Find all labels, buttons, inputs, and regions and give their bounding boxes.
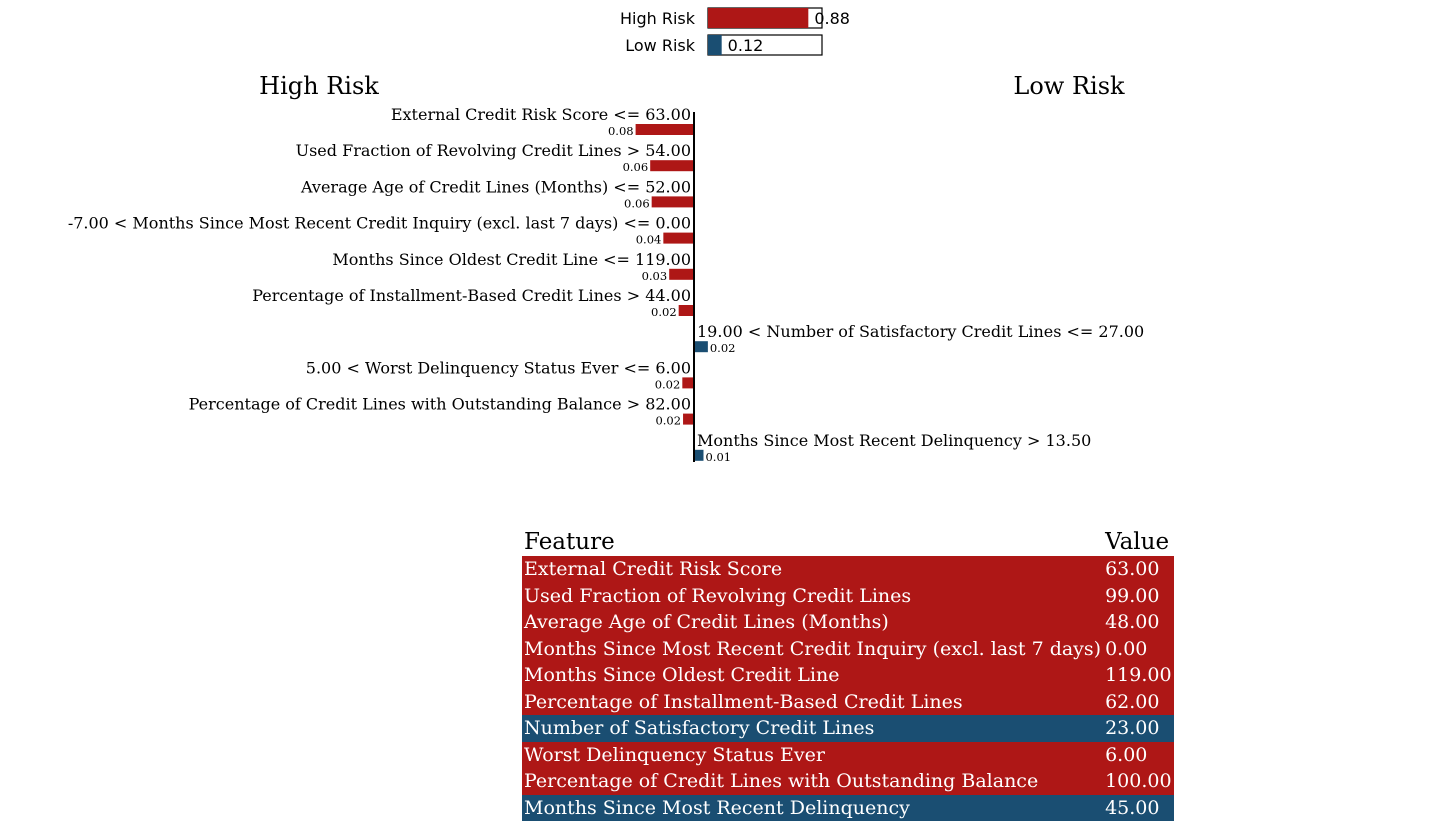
table-header-value: Value — [1103, 527, 1175, 556]
feature-label: Months Since Oldest Credit Line <= 119.0… — [332, 250, 691, 269]
feature-weight-bar — [663, 232, 694, 244]
table-row: Months Since Oldest Credit Line 119.00 — [522, 662, 1175, 689]
feature-label: 5.00 < Worst Delinquency Status Ever <= … — [306, 358, 691, 377]
table-cell-feature: Percentage of Installment-Based Credit L… — [524, 690, 963, 713]
table-header-feature: Feature — [522, 527, 1104, 556]
feature-weight-bar — [669, 268, 694, 280]
proba-label-low-risk: Low Risk — [625, 36, 695, 55]
feature-weight-bar — [694, 449, 704, 461]
table-row: Used Fraction of Revolving Credit Lines 9… — [522, 582, 1175, 609]
table-cell-feature: Average Age of Credit Lines (Months) — [524, 611, 889, 634]
feature-label: 19.00 < Number of Satisfactory Credit Li… — [697, 322, 1144, 341]
feature-label: Percentage of Installment-Based Credit L… — [252, 286, 691, 305]
table-cell-value: 45.00 — [1105, 796, 1160, 819]
feature-weight-bar — [678, 305, 694, 316]
proba-value-high-risk: 0.88 — [814, 9, 850, 28]
feature-label: Percentage of Credit Lines with Outstand… — [189, 395, 691, 414]
proba-value-low-risk: 0.12 — [728, 36, 764, 55]
table-row: Percentage of Installment-Based Credit L… — [522, 688, 1175, 715]
feature-weight-value: 0.08 — [608, 124, 634, 138]
feature-weights: External Credit Risk Score <= 63.000.08 U… — [68, 105, 1144, 464]
feature-weight-value: 0.02 — [655, 414, 681, 428]
table-cell-value: 99.00 — [1105, 584, 1160, 607]
table-cell-feature: External Credit Risk Score — [524, 558, 783, 581]
table-cell-value: 48.00 — [1105, 611, 1160, 634]
feature-weight-bar — [682, 377, 694, 389]
table-cell-feature: Months Since Most Recent Delinquency — [524, 796, 910, 819]
table-row: Months Since Most Recent Credit Inquiry … — [522, 635, 1175, 662]
feature-weight-bar — [635, 124, 694, 135]
feature-weight-value: 0.03 — [642, 269, 668, 283]
table-cell-value: 0.00 — [1105, 637, 1148, 660]
feature-label: -7.00 < Months Since Most Recent Credit … — [68, 214, 691, 233]
table-cell-feature: Number of Satisfactory Credit Lines — [524, 717, 875, 740]
table-cell-value: 119.00 — [1105, 664, 1172, 687]
proba-bar-low-risk — [708, 35, 722, 55]
proba-bar-high-risk — [708, 8, 809, 28]
feature-weight-bar — [650, 160, 694, 172]
table-cell-value: 62.00 — [1105, 690, 1160, 713]
table-cell-feature: Worst Delinquency Status Ever — [524, 743, 825, 766]
feature-weight-bar — [694, 341, 708, 353]
table-row: Months Since Most Recent Delinquency 45.0… — [522, 794, 1175, 821]
feature-label: Months Since Most Recent Delinquency > 1… — [697, 431, 1091, 450]
prediction-probabilities: High Risk 0.88 Low Risk 0.12 — [620, 7, 850, 56]
feature-weight-value: 0.02 — [655, 377, 681, 391]
table-row: Average Age of Credit Lines (Months) 48.0… — [522, 609, 1175, 636]
feature-weight-value: 0.06 — [624, 196, 650, 210]
table-cell-value: 100.00 — [1105, 770, 1172, 793]
feature-weight-value: 0.02 — [710, 341, 736, 355]
feature-value-table: Feature Value External Credit Risk Score… — [522, 527, 1175, 821]
feature-weight-value: 0.01 — [705, 450, 731, 464]
table-cell-feature: Percentage of Credit Lines with Outstand… — [524, 770, 1039, 793]
proba-bar-frame-low-risk — [707, 34, 823, 56]
proba-label-high-risk: High Risk — [620, 9, 696, 28]
feature-weight-value: 0.02 — [651, 305, 677, 319]
feature-label: Average Age of Credit Lines (Months) <= … — [300, 177, 691, 196]
low-risk-class-title: Low Risk — [1013, 72, 1125, 100]
feature-weight-value: 0.06 — [623, 160, 649, 174]
feature-weight-bar — [683, 413, 694, 425]
high-risk-class-title: High Risk — [259, 72, 379, 100]
feature-label: Used Fraction of Revolving Credit Lines … — [296, 141, 691, 160]
table-cell-feature: Months Since Most Recent Credit Inquiry … — [524, 637, 1102, 660]
feature-weight-value: 0.04 — [636, 233, 662, 247]
table-row: Worst Delinquency Status Ever 6.00 — [522, 741, 1175, 768]
table-cell-value: 23.00 — [1105, 717, 1160, 740]
table-cell-value: 63.00 — [1105, 558, 1160, 581]
table-row: External Credit Risk Score 63.00 — [522, 556, 1175, 583]
feature-weight-bar — [651, 196, 694, 208]
feature-label: External Credit Risk Score <= 63.00 — [391, 105, 691, 124]
table-header-row: Feature Value — [522, 527, 1175, 556]
table-cell-value: 6.00 — [1105, 743, 1148, 766]
table-cell-feature: Used Fraction of Revolving Credit Lines — [524, 584, 912, 607]
table-row: Number of Satisfactory Credit Lines 23.00 — [522, 715, 1175, 742]
table-cell-feature: Months Since Oldest Credit Line — [524, 664, 840, 687]
table-row: Percentage of Credit Lines with Outstand… — [522, 768, 1175, 795]
